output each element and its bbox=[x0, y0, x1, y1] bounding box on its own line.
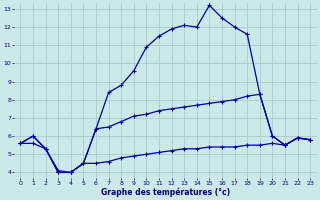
X-axis label: Graphe des températures (°c): Graphe des températures (°c) bbox=[101, 187, 230, 197]
